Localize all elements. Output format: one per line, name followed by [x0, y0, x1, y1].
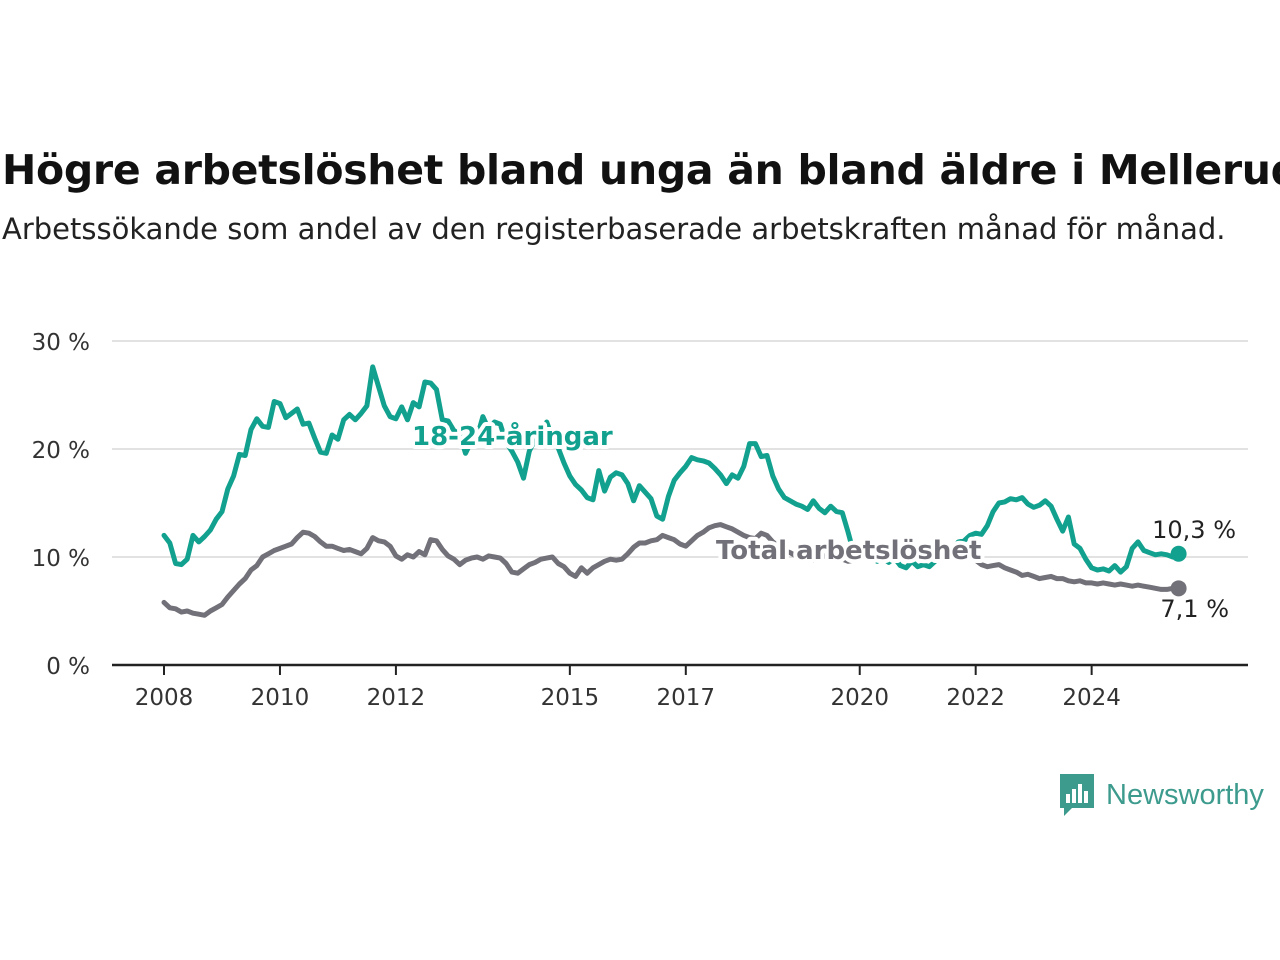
end-value-label-halo: 7,1 % [1160, 595, 1229, 623]
x-tick-label: 2012 [367, 685, 426, 711]
end-value-label: 10,3 % [1152, 516, 1236, 544]
x-tick-label: 2017 [657, 685, 716, 711]
end-value-label: 7,1 % [1160, 595, 1229, 623]
y-tick-label: 0 % [46, 654, 90, 680]
x-tick-label: 2024 [1062, 685, 1121, 711]
x-axis: 2008 2010 2012 2015 2017 2020 2022 2024 [112, 663, 1248, 711]
series-name-label-halo: 18-24-åringar [412, 420, 613, 452]
y-tick-label: 10 % [32, 546, 90, 572]
gridlines [112, 340, 1248, 558]
x-tick-label: 2020 [830, 685, 889, 711]
x-tick-label: 2022 [946, 685, 1005, 711]
x-tick-label: 2015 [541, 685, 600, 711]
series-name-label-halo: Total arbetslöshet [716, 536, 981, 566]
series-group [161, 364, 1187, 618]
chart-title: Högre arbetslöshet bland unga än bland ä… [2, 146, 1280, 194]
y-axis-ticks: 0 % 10 % 20 % 30 % [32, 330, 90, 680]
series-line-1 [161, 522, 1182, 618]
chart-subtitle: Arbetssökande som andel av den registerb… [2, 212, 1226, 246]
series-name-label: 18-24-åringar [412, 420, 613, 452]
newsworthy-logo-icon [1060, 774, 1094, 816]
y-tick-label: 30 % [32, 330, 90, 356]
series-end-point-0 [1170, 545, 1187, 562]
brand-name: Newsworthy [1106, 778, 1264, 811]
x-tick-label: 2008 [135, 685, 194, 711]
x-tick-label: 2010 [251, 685, 310, 711]
y-tick-label: 20 % [32, 438, 90, 464]
series-line-0 [161, 364, 1182, 575]
end-value-label-halo: 10,3 % [1152, 516, 1236, 544]
series-end-point-1 [1170, 580, 1187, 597]
series-name-label: Total arbetslöshet [716, 536, 981, 566]
brand-logo: Newsworthy [1058, 772, 1264, 818]
